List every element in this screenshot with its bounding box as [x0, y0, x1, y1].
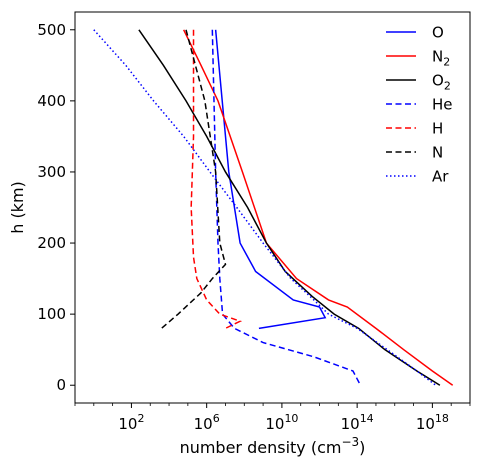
x-tick-base: 10 — [194, 415, 213, 433]
x-axis-label-exponent: −3 — [341, 435, 359, 449]
x-tick-label: 102 — [118, 412, 144, 433]
x-tick-exponent: 14 — [360, 412, 374, 425]
series-line-o-solid — [214, 29, 327, 330]
y-tick-label: 200 — [37, 234, 66, 252]
x-tick-label: 106 — [194, 412, 220, 433]
y-tick-label: 400 — [37, 92, 66, 110]
x-tick-label: 1018 — [416, 412, 449, 433]
legend-label: N — [432, 144, 443, 162]
x-tick-exponent: 6 — [213, 412, 220, 425]
y-tick-label: 0 — [56, 376, 66, 394]
x-tick-label: 1010 — [265, 412, 298, 433]
legend-label-subscript: 2 — [444, 80, 451, 93]
plot-frame — [74, 11, 471, 404]
legend-label-name: N — [432, 48, 443, 66]
x-tick-exponent: 18 — [435, 412, 449, 425]
legend-label: He — [432, 96, 453, 114]
legend-label: O — [432, 24, 444, 42]
y-tick-label: 100 — [37, 305, 66, 323]
x-axis-label-close: ) — [359, 438, 365, 457]
legend-label-name: Ar — [432, 168, 449, 186]
y-tick-label: 500 — [37, 21, 66, 39]
x-tick-base: 10 — [341, 415, 360, 433]
x-axis-label: number density (cm−3) — [180, 435, 366, 457]
legend-label: O2 — [432, 72, 451, 93]
plot-area — [93, 29, 454, 386]
x-axis-label-text: number density (cm — [180, 438, 342, 457]
y-axis-label: h (km) — [8, 181, 27, 234]
legend-label: N2 — [432, 48, 450, 69]
legend-label-subscript: 2 — [443, 56, 450, 69]
legend-label-name: H — [432, 120, 443, 138]
series-line-ar-dotted — [93, 29, 437, 386]
y-tick-label: 300 — [37, 163, 66, 181]
series-line-he-dashed — [211, 29, 362, 386]
legend-label-name: O — [432, 72, 444, 90]
x-tick-label: 1014 — [341, 412, 374, 433]
legend-label-name: He — [432, 96, 453, 114]
legend-label: H — [432, 120, 443, 138]
series-line-n2-solid — [183, 29, 454, 386]
x-tick-base: 10 — [416, 415, 435, 433]
series-line-h-dashed — [190, 29, 243, 330]
legend-label-name: O — [432, 24, 444, 42]
axes: 102 106 1010 1014 10180100200300400500number… — [8, 11, 471, 457]
x-tick-exponent: 2 — [137, 412, 144, 425]
legend-label-name: N — [432, 144, 443, 162]
series-line-o2-solid — [138, 29, 441, 386]
x-tick-exponent: 10 — [284, 412, 298, 425]
x-tick-base: 10 — [265, 415, 284, 433]
series-line-n-dashed — [161, 29, 227, 329]
x-tick-base: 10 — [118, 415, 137, 433]
legend-label: Ar — [432, 168, 449, 186]
